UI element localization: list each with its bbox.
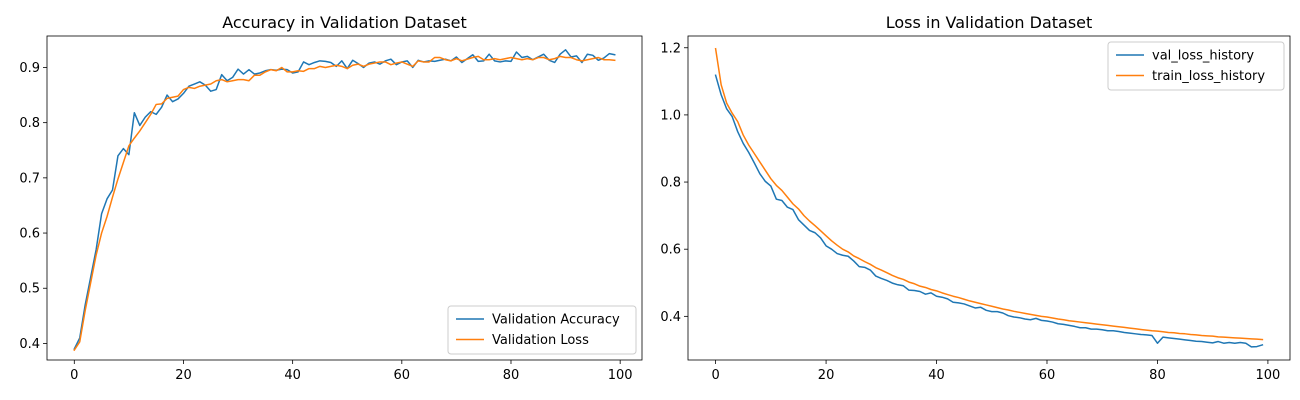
legend-label: Validation Accuracy bbox=[492, 313, 620, 328]
y-tick-label: 0.6 bbox=[19, 227, 40, 242]
axes-frame bbox=[687, 35, 1291, 361]
series-line-1 bbox=[73, 49, 616, 350]
y-tick-label: 0.6 bbox=[660, 243, 681, 258]
legend-label: train_loss_history bbox=[1152, 69, 1265, 84]
legend: Validation Accuracy Validation Loss bbox=[447, 305, 637, 355]
x-tick-label: 100 bbox=[608, 368, 633, 383]
legend-box bbox=[1107, 41, 1285, 91]
x-tick-label: 40 bbox=[284, 368, 301, 383]
y-tick-label: 0.5 bbox=[19, 282, 40, 297]
x-tick-label: 60 bbox=[394, 368, 411, 383]
series-group bbox=[73, 49, 616, 352]
accuracy-chart: 0 20 40 60 80 100 0.4 0.5 0.6 0.7 0.8 0.9 Accuracy i… bbox=[19, 13, 643, 383]
x-tick-label: 80 bbox=[503, 368, 520, 383]
series-group bbox=[714, 47, 1264, 348]
x-tick-label: 80 bbox=[1149, 368, 1166, 383]
y-tick-label: 1.0 bbox=[660, 108, 681, 123]
chart-title: Accuracy in Validation Dataset bbox=[222, 13, 467, 32]
x-tick-label: 60 bbox=[1039, 368, 1056, 383]
y-tick-label: 0.9 bbox=[19, 61, 40, 76]
legend: val_loss_history train_loss_history bbox=[1107, 41, 1285, 91]
y-tick-label: 0.8 bbox=[660, 176, 681, 191]
y-tick-label: 0.8 bbox=[19, 116, 40, 131]
x-tick-label: 0 bbox=[711, 368, 719, 383]
y-tick-label: 0.4 bbox=[660, 310, 681, 325]
x-tick-label: 100 bbox=[1255, 368, 1280, 383]
x-tick-label: 0 bbox=[70, 368, 78, 383]
x-tick-label: 20 bbox=[818, 368, 835, 383]
legend-label: val_loss_history bbox=[1152, 49, 1254, 64]
y-tick-label: 1.2 bbox=[660, 41, 681, 56]
series-line-2 bbox=[714, 47, 1264, 341]
series-line-2 bbox=[73, 55, 616, 352]
y-tick-label: 0.4 bbox=[19, 337, 40, 352]
legend-box bbox=[447, 305, 637, 355]
series-line-1 bbox=[714, 74, 1264, 348]
axes-frame bbox=[46, 35, 643, 361]
x-tick-label: 20 bbox=[175, 368, 192, 383]
legend-label: Validation Loss bbox=[492, 333, 589, 348]
chart-title: Loss in Validation Dataset bbox=[886, 13, 1093, 32]
loss-chart: 0 20 40 60 80 100 0.4 0.6 0.8 1.0 1.2 Loss in Valid… bbox=[660, 13, 1291, 383]
x-tick-label: 40 bbox=[928, 368, 945, 383]
y-tick-label: 0.7 bbox=[19, 171, 40, 186]
